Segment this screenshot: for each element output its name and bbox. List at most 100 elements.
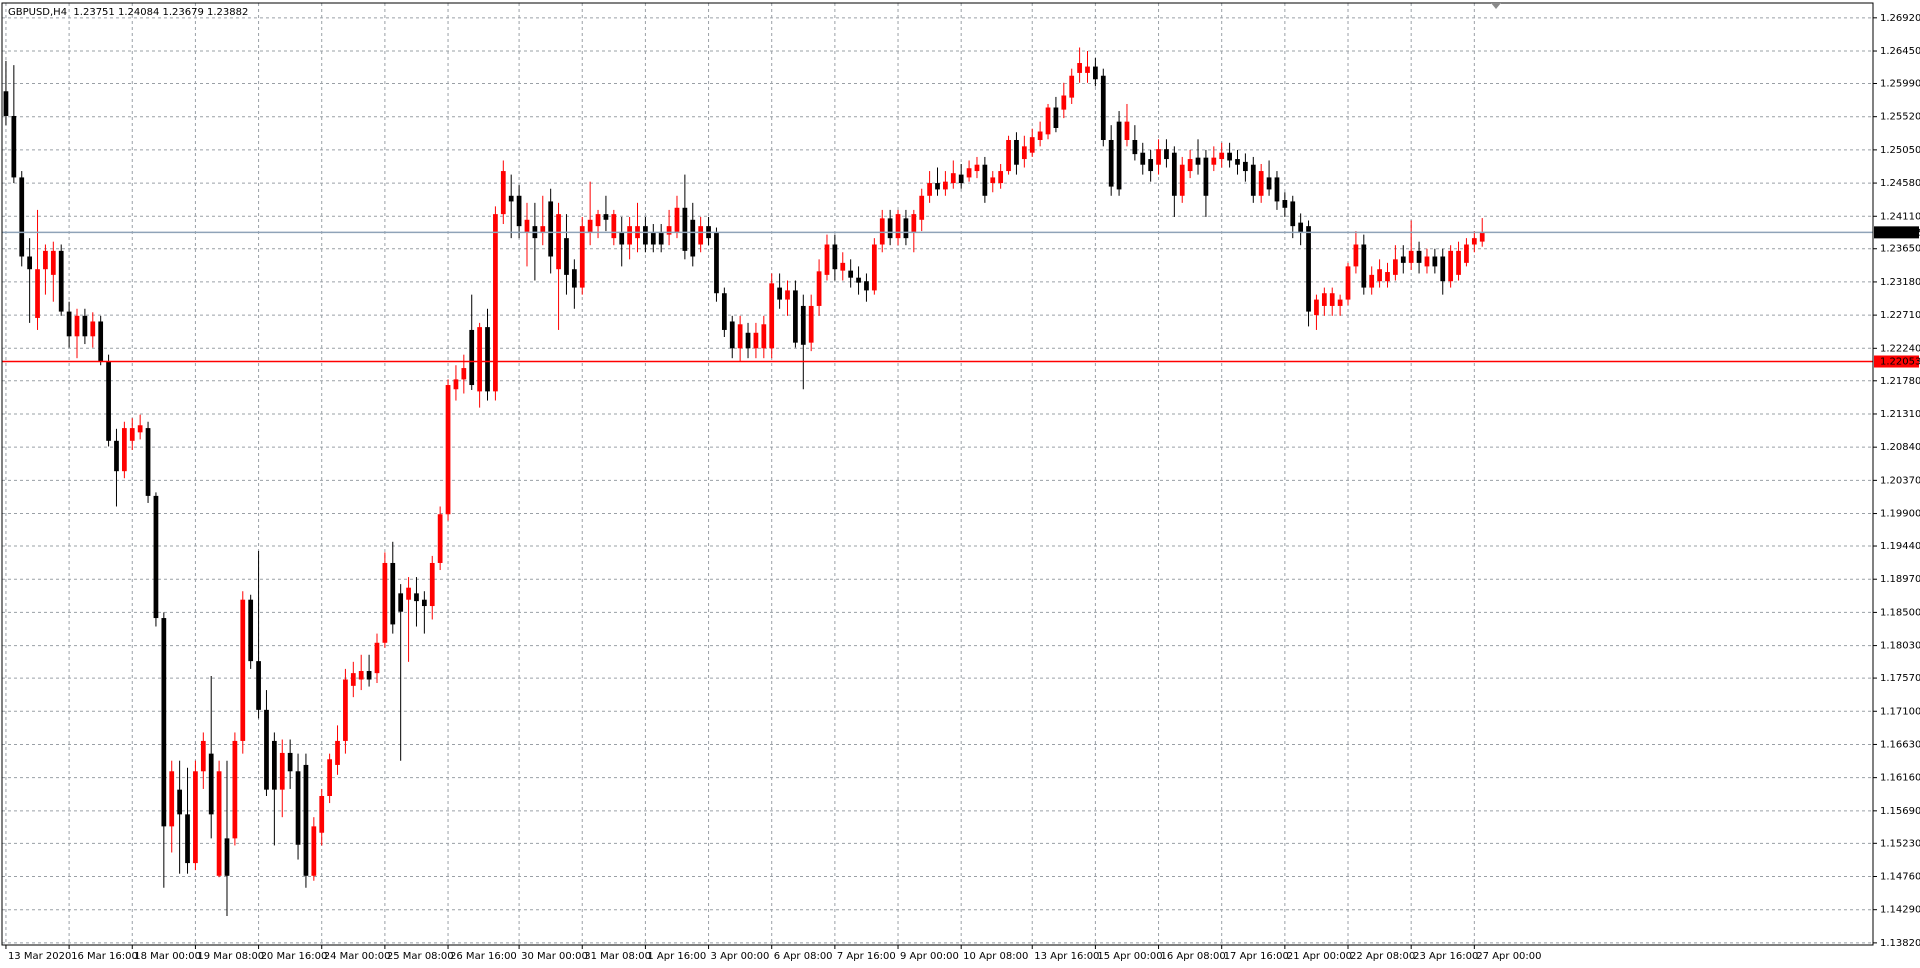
candle-body [453,379,459,390]
y-tick-label: 1.18970 [1880,574,1920,585]
y-tick-label: 1.16630 [1880,739,1920,750]
candle-body [840,262,846,271]
x-tick-label: 26 Mar 16:00 [450,951,517,962]
candle-body [264,709,269,790]
x-tick-label: 13 Mar 2020 [8,951,71,962]
candle-body [58,250,64,312]
candle-body [674,207,680,233]
candle-body [919,195,925,220]
candle-body [785,290,790,300]
candle-body [1353,244,1359,267]
candle-body [287,752,293,772]
candle-body [1203,157,1209,196]
candle-body [1471,238,1477,245]
candle-body [185,814,190,864]
candle-body [508,195,514,202]
candle-body [1085,66,1090,73]
candle-body [1124,121,1130,140]
candle-body [958,174,964,184]
candle-body [1424,256,1430,267]
candle-body [1345,266,1351,300]
candle-body [240,599,246,741]
candle-body [350,673,356,686]
candle-body [761,324,767,349]
x-tick-label: 19 Mar 08:00 [197,951,264,962]
candle-body [1100,75,1106,140]
candle-body [406,587,411,600]
candle-body [193,771,198,864]
y-tick-label: 1.14760 [1880,872,1920,883]
candle-body [3,91,9,116]
candle-body [1282,200,1288,208]
y-tick-label: 1.22240 [1880,343,1920,354]
candle-body [1432,256,1438,267]
x-tick-label: 20 Mar 16:00 [261,951,328,962]
candle-body [374,642,380,674]
candle-body [966,168,972,178]
candle-body [1227,152,1232,161]
candle-body [879,218,885,245]
candle-body [650,232,656,245]
candle-body [82,315,88,337]
candle-body [1298,222,1304,233]
candle-body [721,293,727,330]
candle-body [429,562,435,607]
candle-body [137,425,143,433]
x-tick-label: 1 Apr 16:00 [647,951,706,962]
y-tick-label: 1.20370 [1880,475,1920,486]
y-tick-label: 1.15230 [1880,838,1920,849]
candle-body [114,440,119,472]
candle-body [1306,226,1311,312]
candle-body [1014,139,1019,165]
candle-body [177,789,182,815]
y-tick-label: 1.17100 [1880,706,1920,717]
x-tick-label: 30 Mar 00:00 [521,951,588,962]
price-label-box [1874,226,1919,239]
candle-body [43,250,48,270]
candle-body [1140,152,1146,165]
x-tick-label: 24 Mar 00:00 [324,951,391,962]
candle-body [777,287,782,300]
candle-body [1021,146,1027,160]
candle-body [603,214,609,220]
y-tick-label: 1.17570 [1880,673,1920,684]
candle-body [1069,75,1075,98]
candle-body [1243,161,1248,172]
candle-body [1400,256,1406,263]
candle-body [974,164,980,172]
y-tick-label: 1.22710 [1880,310,1920,321]
candle-body [248,599,254,662]
candle-body [1369,274,1375,288]
y-tick-label: 1.24110 [1880,211,1920,222]
x-tick-label: 7 Apr 16:00 [837,951,896,962]
candles [2,47,1873,917]
candle-body [106,361,111,441]
candle-body [1077,63,1082,73]
candle-body [808,305,814,343]
candle-body [548,201,554,257]
candle-body [1045,107,1051,135]
candle-body [1266,177,1272,190]
y-tick-label: 1.13820 [1880,938,1920,949]
y-tick-label: 1.25990 [1880,79,1920,90]
candle-body [793,290,798,343]
candle-body [1053,107,1059,128]
y-tick-label: 1.24580 [1880,178,1920,189]
candle-body [990,177,996,184]
candle-body [1440,256,1446,282]
price-label-box [1874,355,1919,368]
y-tick-label: 1.21780 [1880,376,1920,387]
candle-body [1171,152,1177,196]
candle-body [682,207,688,251]
candle-body [66,311,72,337]
candle-body [1211,157,1217,165]
candle-body [1108,139,1114,187]
candle-body [50,250,56,275]
shift-marker [1491,3,1501,9]
candle-body [500,171,506,215]
candle-body [11,115,17,178]
candle-body [153,495,159,619]
price-label: 1.23882 [1880,227,1920,238]
